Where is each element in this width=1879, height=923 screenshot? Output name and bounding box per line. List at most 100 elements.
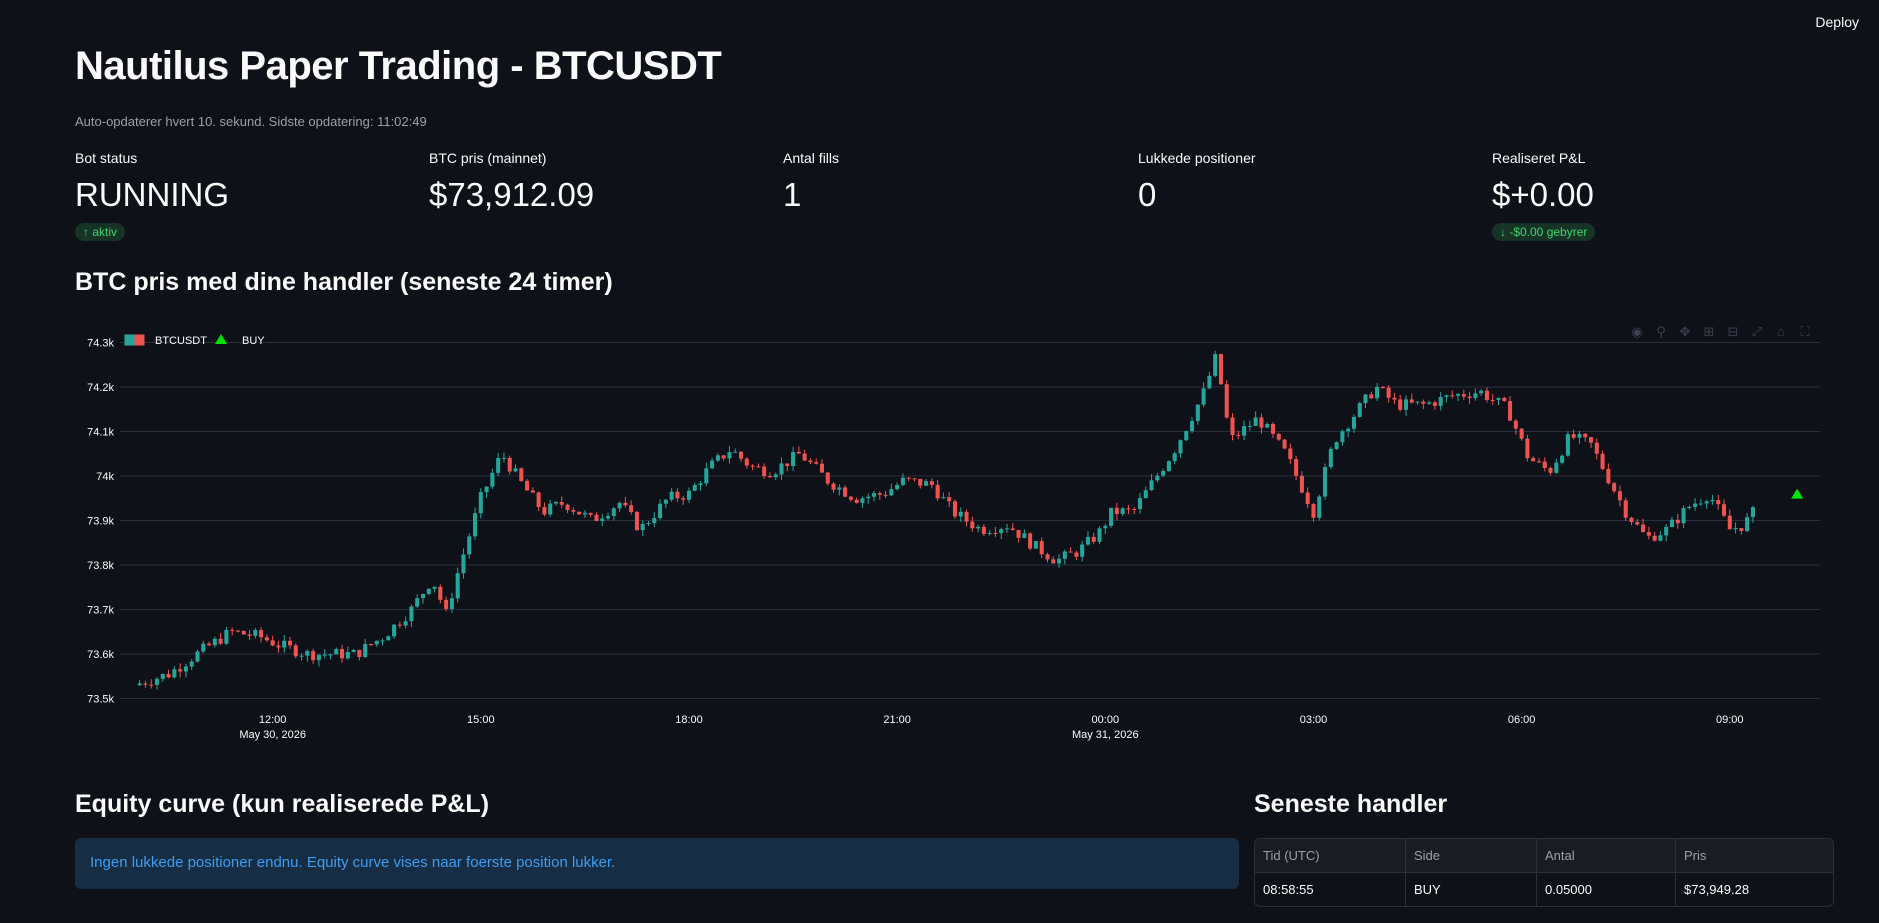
candle-body: [675, 491, 680, 499]
candle-body: [1750, 507, 1755, 518]
candle-body: [1386, 387, 1391, 398]
candle-body: [305, 651, 310, 656]
candle-body: [987, 533, 992, 535]
candle-body: [744, 458, 749, 466]
candle-body: [1669, 519, 1674, 527]
candle-body: [652, 518, 657, 524]
zoom-icon[interactable]: ⚲: [1656, 324, 1666, 339]
candle-body: [611, 508, 616, 516]
autoscale-icon[interactable]: ⤢: [1751, 324, 1763, 339]
zoom-in-icon[interactable]: ⊞: [1703, 324, 1715, 339]
candle-body: [1675, 519, 1680, 524]
candle-body: [854, 499, 859, 503]
candle-body: [1166, 461, 1171, 471]
metric-label: Bot status: [75, 150, 138, 166]
candle-body: [964, 511, 969, 522]
candle-body: [1051, 559, 1056, 564]
candle-body: [929, 481, 934, 485]
metric-value: $73,912.09: [429, 176, 595, 213]
candle-body: [1571, 434, 1576, 438]
chart-modebar: ◉ ⚲ ✥ ⊞ ⊟ ⤢ ⌂ ⛶: [1629, 324, 1813, 340]
candle-body: [542, 507, 547, 515]
candle-body: [860, 498, 865, 503]
metric-delta-badge: ↑ aktiv: [75, 223, 126, 241]
candle-body: [241, 630, 246, 635]
candle-body: [195, 651, 200, 662]
candle-body: [351, 649, 356, 653]
candle-body: [837, 487, 842, 490]
legend-swatch-up: [124, 334, 135, 346]
table-row[interactable]: 08:58:55 BUY 0.05000 $73,949.28: [1255, 872, 1833, 906]
candle-body: [449, 598, 454, 609]
metric-label: BTC pris (mainnet): [429, 150, 547, 166]
metric-fills: Antal fills 1: [783, 150, 839, 211]
y-tick-label: 73.7k: [87, 605, 114, 617]
candle-body: [1415, 401, 1420, 403]
candle-body: [606, 515, 611, 519]
candle-body: [958, 511, 963, 517]
x-tick-label: 12:00: [259, 714, 287, 726]
column-header[interactable]: Tid (UTC): [1255, 839, 1406, 873]
candle-body: [1716, 500, 1721, 505]
y-tick-label: 73.5k: [87, 694, 114, 706]
candle-body: [282, 640, 287, 648]
candle-body: [669, 491, 674, 500]
candle-body: [1427, 402, 1432, 404]
candle-body: [166, 673, 171, 678]
candle-body: [1456, 394, 1461, 396]
column-header[interactable]: Antal: [1536, 839, 1676, 873]
candle-body: [363, 643, 368, 658]
candle-body: [415, 598, 420, 607]
buy-marker: [1791, 488, 1804, 499]
candle-body: [883, 494, 888, 496]
candle-body: [1658, 535, 1663, 541]
candle-body: [1311, 504, 1316, 518]
candle-body: [1600, 453, 1605, 469]
candle-body: [565, 504, 570, 511]
candle-body: [681, 498, 686, 500]
candle-body: [1409, 399, 1414, 403]
camera-icon[interactable]: ◉: [1631, 324, 1643, 339]
candle-body: [1635, 522, 1640, 525]
candle-body: [1132, 509, 1137, 511]
y-tick-label: 74.2k: [87, 382, 114, 394]
candle-body: [264, 637, 269, 641]
x-tick-label: 00:00: [1092, 714, 1120, 726]
candle-body: [1323, 467, 1328, 497]
home-icon[interactable]: ⌂: [1777, 324, 1785, 339]
candle-body: [380, 640, 385, 642]
candle-body: [1109, 507, 1114, 526]
candle-body: [1727, 515, 1732, 530]
price-chart[interactable]: ◉ ⚲ ✥ ⊞ ⊟ ⤢ ⌂ ⛶ 73.5k 73.6k 73.7k 73.8k 73.9…: [75, 318, 1835, 758]
pan-icon[interactable]: ✥: [1679, 324, 1691, 339]
column-header[interactable]: Pris: [1675, 839, 1833, 873]
candle-body: [1554, 462, 1559, 473]
y-tick-label: 74.3k: [87, 337, 114, 349]
candle-body: [1588, 437, 1594, 443]
x-tick-label: 06:00: [1508, 714, 1536, 726]
candle-body: [160, 673, 165, 679]
candle-body: [536, 492, 541, 508]
candle-body: [328, 654, 333, 656]
candle-body: [461, 554, 466, 574]
candle-body: [1143, 490, 1148, 499]
candle-body: [1218, 354, 1223, 385]
candle-body: [189, 661, 194, 667]
candle-body: [299, 655, 304, 657]
legend-label-buy: BUY: [242, 335, 265, 347]
deploy-button[interactable]: Deploy: [1809, 12, 1865, 32]
candle-body: [976, 526, 981, 529]
y-tick-label: 74.1k: [87, 426, 114, 438]
candle-body: [276, 645, 281, 648]
candle-body: [762, 466, 767, 477]
candle-body: [212, 638, 217, 646]
metric-btc-price: BTC pris (mainnet) $73,912.09: [429, 150, 594, 211]
candle-body: [1328, 448, 1333, 468]
column-header[interactable]: Side: [1405, 839, 1537, 873]
candle-body: [201, 643, 206, 652]
candle-body: [1126, 508, 1131, 510]
fullscreen-icon[interactable]: ⛶: [1800, 324, 1810, 339]
zoom-out-icon[interactable]: ⊟: [1727, 324, 1739, 339]
trades-table[interactable]: Tid (UTC) Side Antal Pris 08:58:55 BUY 0…: [1254, 838, 1834, 907]
candle-body: [386, 636, 391, 641]
